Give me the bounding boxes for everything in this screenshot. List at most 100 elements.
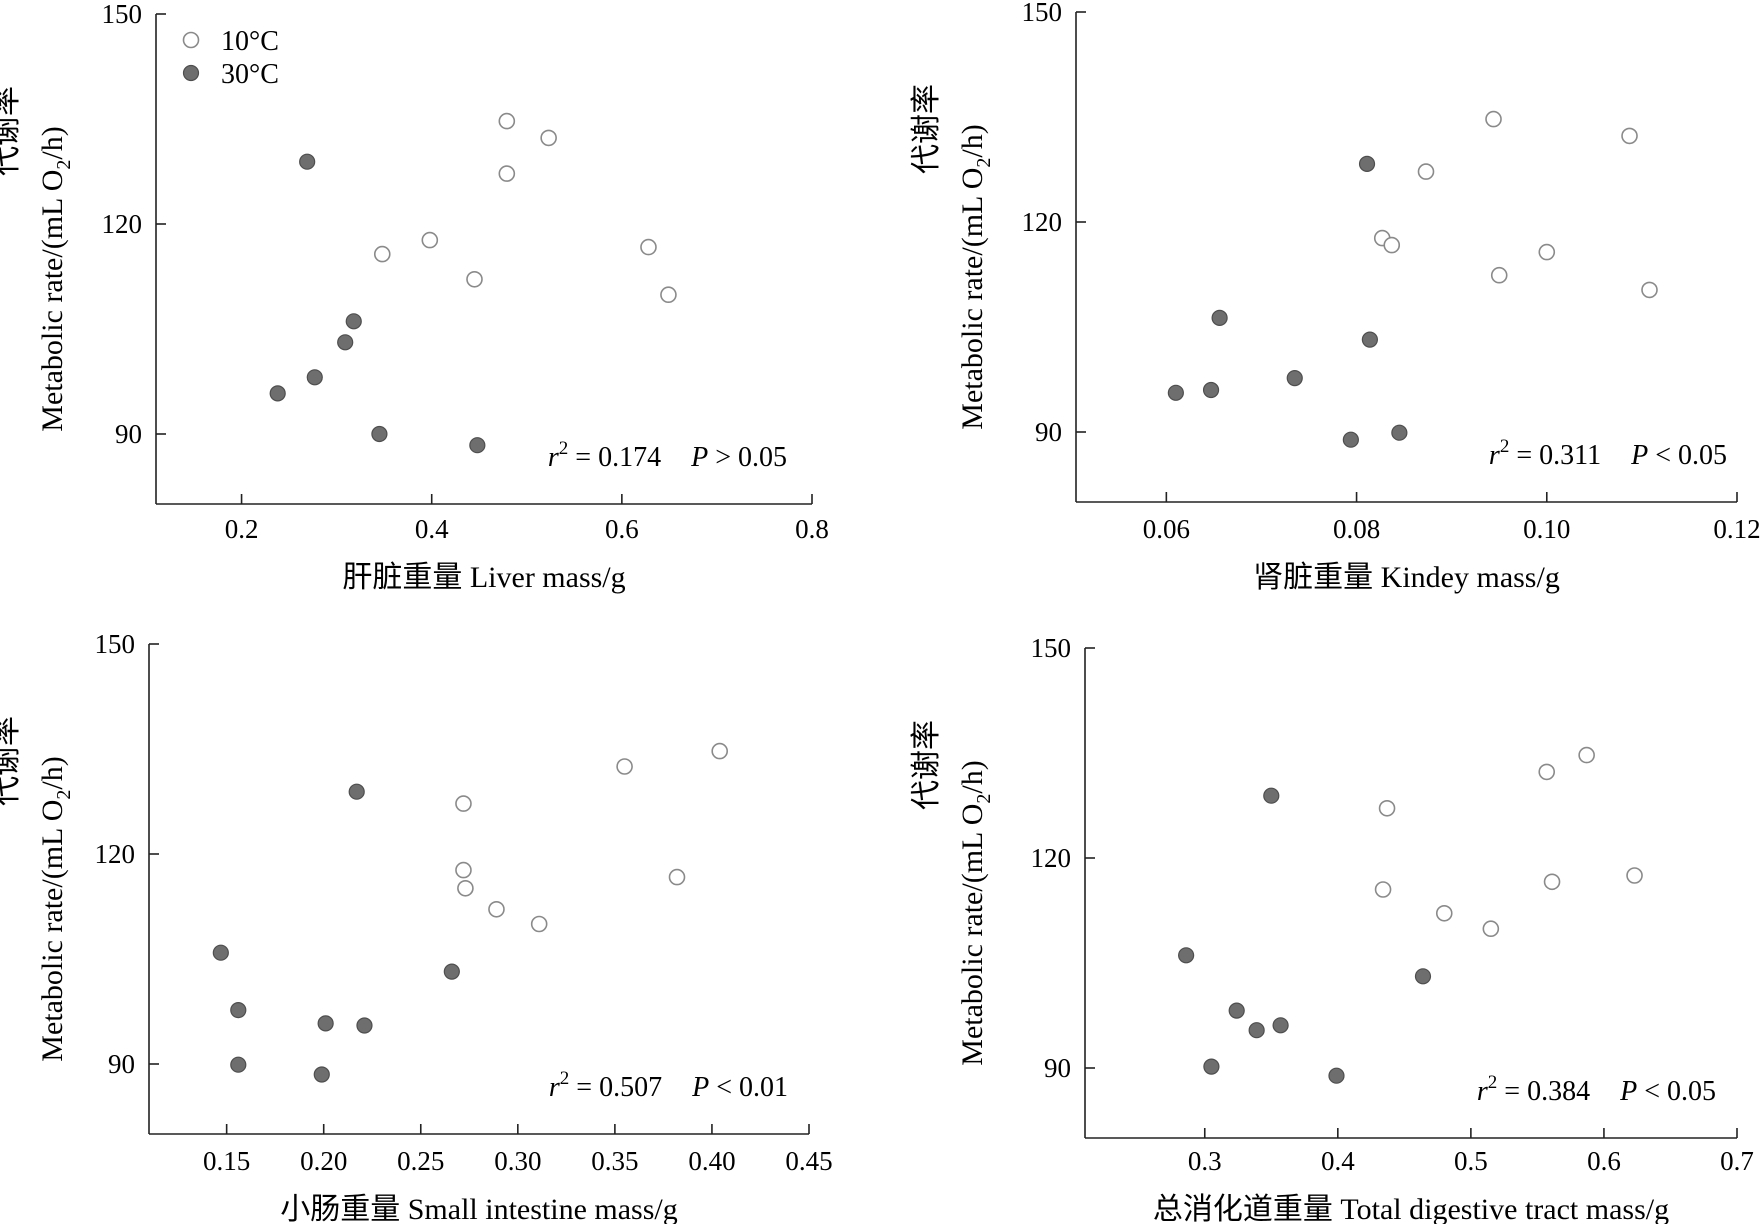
legend-label-30c: 30°C [221, 59, 279, 90]
data-point-30c [212, 944, 229, 961]
x-tick-label: 0.08 [1333, 514, 1380, 544]
x-tick-label: 0.7 [1720, 1146, 1754, 1176]
r2-symbol: r [1489, 440, 1500, 471]
y-tick-label: 120 [1022, 207, 1063, 237]
x-tick-label: 0.35 [591, 1146, 638, 1176]
data-point-30c [299, 153, 316, 170]
r2-symbol: r [548, 442, 559, 473]
data-point-30c [1286, 370, 1303, 387]
y-axis-title-cn: 代谢率 [910, 84, 943, 174]
y-axis-title-en: Metabolic rate/(mL O2/h) [36, 126, 75, 431]
y-axis-title-end: /h) [36, 126, 69, 159]
p-symbol: P [691, 1072, 709, 1103]
data-point-10c [1482, 920, 1500, 938]
r2-superscript: 2 [1500, 436, 1510, 457]
data-point-30c [371, 425, 388, 443]
y-tick-label: 90 [115, 419, 142, 449]
stat-annotation: r2 = 0.384 P < 0.05 [1477, 1072, 1716, 1107]
r2-symbol: r [1477, 1076, 1488, 1107]
p-symbol: P [1619, 1076, 1637, 1107]
stat-annotation: r2 = 0.174 P > 0.05 [548, 438, 787, 473]
scatter-panel-2: 90 120 150 0.06 0.08 0.10 0.12 肾脏重量 Kindey mass… [910, 0, 1760, 594]
data-point-10c [466, 270, 483, 288]
y-axis-title-subscript: 2 [973, 158, 995, 168]
data-point-30c [1248, 1022, 1265, 1039]
data-point-10c [457, 879, 474, 897]
data-point-30c [230, 1056, 247, 1073]
x-axis-title: 小肠重量 Small intestine mass/g [280, 1193, 678, 1224]
p-value: < 0.05 [1637, 1076, 1716, 1107]
x-tick-label: 0.20 [300, 1146, 347, 1176]
r2-symbol: r [549, 1072, 560, 1103]
data-point-30c [348, 783, 365, 800]
data-point-30c [317, 1015, 334, 1032]
x-axis-title: 肾脏重量 Kindey mass/g [1253, 561, 1560, 594]
data-point-10c [1374, 881, 1392, 898]
data-point-10c [1538, 243, 1556, 261]
x-tick-label: 0.06 [1143, 514, 1190, 544]
p-symbol: P [690, 442, 708, 473]
data-point-30c [269, 385, 286, 402]
x-tick-label: 0.10 [1523, 514, 1570, 544]
data-point-10c [1538, 763, 1556, 781]
scatter-panel-3: 90 120 150 0.15 0.20 0.25 0.30 0.35 0.40 0.45 小肠重量… [0, 629, 833, 1224]
data-point-10c [1435, 904, 1453, 922]
data-point-30c [1167, 384, 1184, 401]
data-point-30c [1328, 1067, 1345, 1084]
x-tick-label: 0.4 [415, 514, 449, 544]
data-point-30c [313, 1066, 330, 1083]
p-value: > 0.05 [708, 442, 787, 473]
stat-annotation: r2 = 0.507 P < 0.01 [549, 1068, 788, 1103]
r2-value: = 0.311 [1509, 440, 1601, 471]
data-point-10c [711, 742, 729, 760]
y-axis-title-subscript: 2 [973, 794, 995, 804]
data-point-30c [1272, 1017, 1289, 1034]
data-point-30c [345, 313, 362, 330]
x-tick-label: 0.4 [1321, 1146, 1355, 1176]
y-axis-title-cn: 代谢率 [0, 86, 23, 176]
data-point-10c [498, 165, 516, 182]
data-point-30c [1228, 1002, 1245, 1019]
data-point-30c [1358, 155, 1376, 172]
y-axis-title-main: Metabolic rate/(mL O [956, 168, 989, 430]
data-point-10c [1626, 867, 1643, 884]
y-tick-label: 120 [95, 839, 136, 869]
data-point-10c [616, 758, 633, 775]
y-axis-title-subscript: 2 [53, 160, 75, 170]
data-point-10c [498, 112, 516, 130]
p-value: < 0.01 [709, 1072, 788, 1103]
data-point-10c [1417, 163, 1435, 180]
data-point-30c [1361, 331, 1378, 348]
data-point-30c [230, 1001, 247, 1019]
scatter-panel-4: 90 120 150 0.3 0.4 0.5 0.6 0.7 总消化道重量 Total dige… [910, 633, 1754, 1224]
y-axis-title-main: Metabolic rate/(mL O [36, 800, 69, 1062]
y-axis-title-end: /h) [956, 124, 989, 157]
data-point-30c [1202, 381, 1220, 399]
data-point-10c [455, 861, 472, 879]
x-axis-title: 总消化道重量 Total digestive tract mass/g [1153, 1193, 1669, 1224]
legend: 10°C30°C [182, 26, 279, 90]
data-point-30c [443, 963, 460, 980]
x-tick-label: 0.5 [1454, 1146, 1488, 1176]
r2-value: = 0.174 [568, 442, 661, 473]
x-tick-label: 0.25 [397, 1146, 444, 1176]
x-tick-label: 0.40 [688, 1146, 735, 1176]
y-tick-label: 150 [1031, 633, 1072, 663]
r2-value: = 0.507 [569, 1072, 662, 1103]
y-axis-title-cn: 代谢率 [910, 720, 943, 810]
x-tick-label: 0.30 [494, 1146, 541, 1176]
r2-superscript: 2 [559, 438, 569, 459]
y-tick-label: 90 [108, 1049, 135, 1079]
data-point-10c [660, 286, 677, 304]
data-point-30c [1178, 947, 1195, 964]
y-tick-label: 150 [95, 629, 136, 659]
legend-marker-30c [182, 64, 200, 82]
data-point-30c [1414, 968, 1432, 985]
y-axis-title-subscript: 2 [53, 790, 75, 800]
y-axis-title-en: Metabolic rate/(mL O2/h) [36, 756, 75, 1061]
y-tick-label: 90 [1035, 417, 1062, 447]
data-point-10c [1485, 110, 1502, 128]
stat-annotation: r2 = 0.311 P < 0.05 [1489, 436, 1727, 471]
y-axis-title-end: /h) [36, 756, 69, 789]
